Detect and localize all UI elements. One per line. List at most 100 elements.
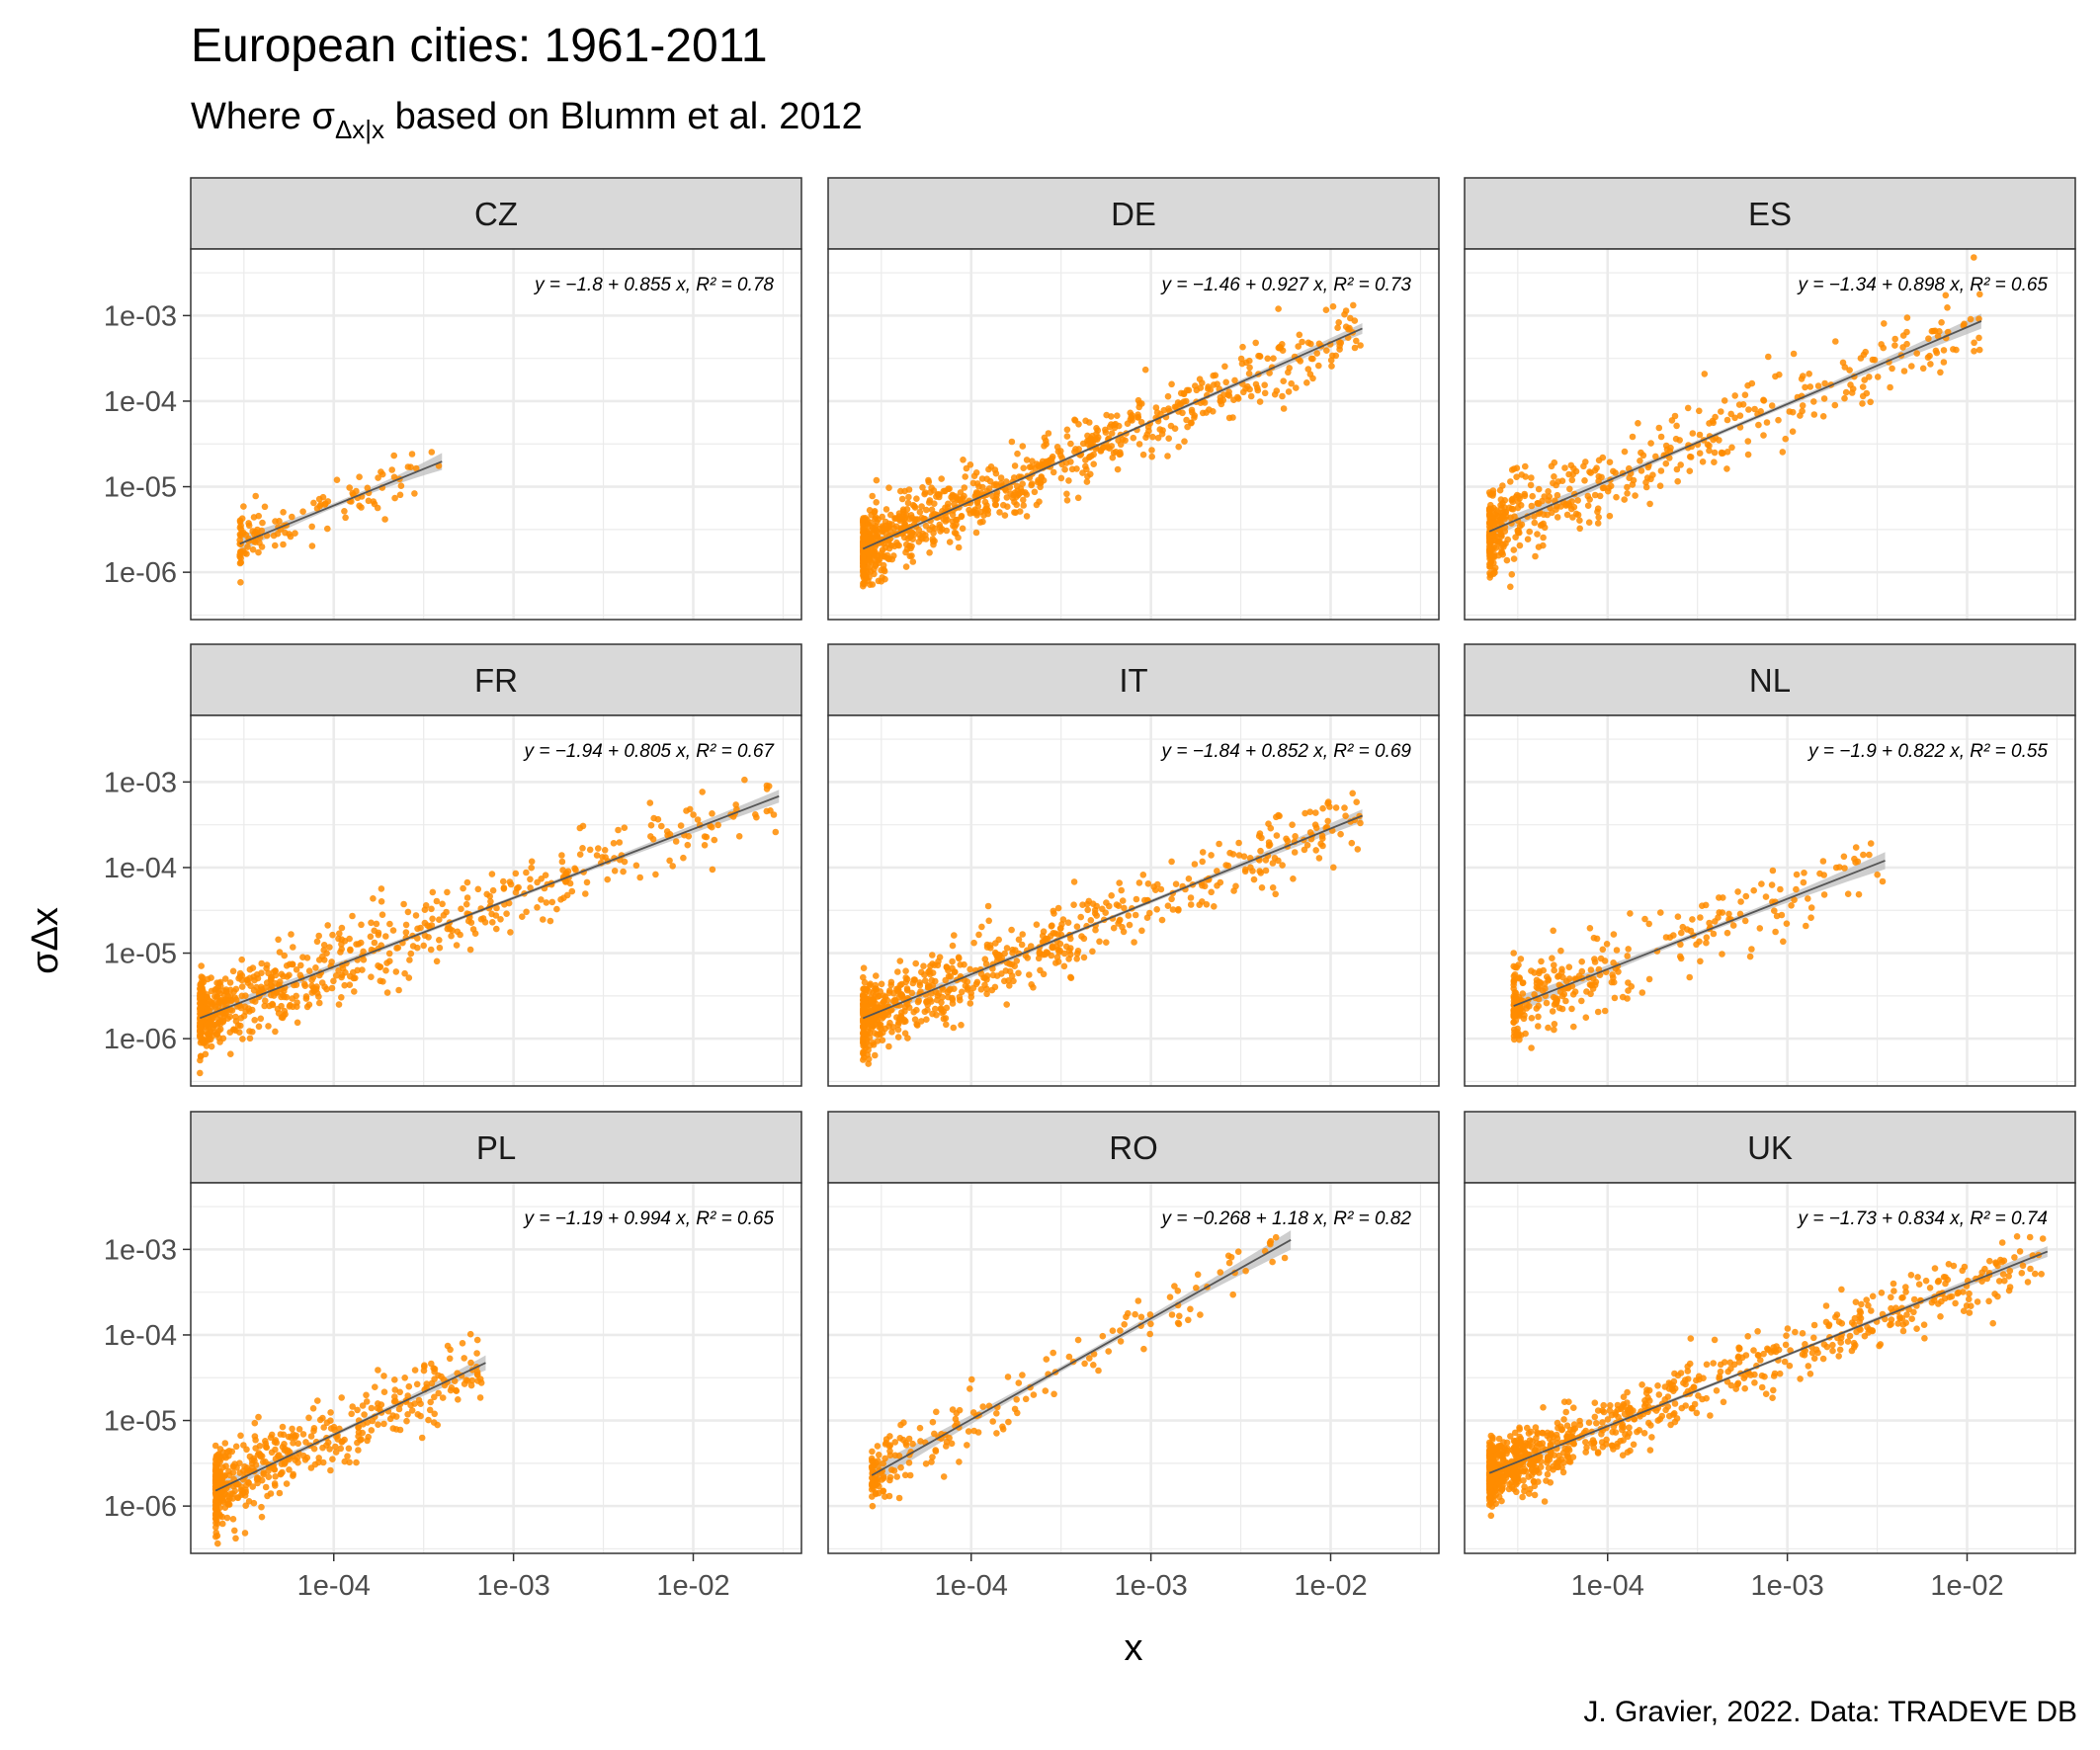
data-point (1711, 1336, 1719, 1344)
data-point (327, 1409, 334, 1416)
data-point (430, 1365, 438, 1372)
data-point (251, 976, 258, 984)
data-point (983, 985, 990, 993)
data-point (860, 973, 867, 981)
data-point (1237, 355, 1245, 363)
data-point (1020, 496, 1027, 504)
data-point (1185, 1316, 1192, 1324)
data-point (558, 852, 565, 859)
data-point (1307, 355, 1315, 363)
data-point (1716, 437, 1722, 444)
data-point (1284, 837, 1292, 845)
data-point (1521, 490, 1528, 498)
data-point (1020, 464, 1027, 472)
data-point (233, 1480, 240, 1488)
data-point (922, 1460, 930, 1467)
data-point (1661, 1383, 1669, 1390)
data-point (586, 846, 594, 854)
data-point (902, 974, 909, 981)
data-point (1669, 1411, 1677, 1418)
data-point (1191, 861, 1199, 868)
data-point (1258, 884, 1266, 891)
data-point (860, 522, 867, 529)
data-point (873, 972, 880, 979)
data-point (1035, 955, 1043, 962)
facet-panel-cz: CZy = −1.8 + 0.855 x, R² = 0.781e-061e-0… (104, 177, 802, 621)
facet-label: PL (476, 1129, 516, 1166)
data-point (1117, 916, 1124, 924)
data-point (466, 946, 474, 954)
data-point (735, 833, 743, 840)
data-point (1176, 400, 1184, 408)
data-point (1516, 542, 1524, 549)
data-point (224, 1015, 231, 1022)
data-point (1224, 1252, 1232, 1260)
data-point (947, 985, 954, 993)
data-point (1116, 879, 1123, 886)
data-point (1336, 338, 1343, 346)
data-point (929, 1454, 936, 1460)
data-point (956, 1406, 964, 1414)
data-point (421, 1363, 428, 1371)
data-point (305, 967, 313, 974)
data-point (1585, 1419, 1593, 1426)
data-point (1235, 852, 1243, 859)
data-point (341, 981, 349, 989)
data-point (358, 921, 365, 929)
data-point (403, 1417, 410, 1425)
data-point (237, 579, 244, 586)
data-point (361, 1411, 368, 1418)
data-point (915, 997, 922, 1004)
data-point (1802, 383, 1808, 391)
data-point (1165, 435, 1172, 443)
data-point (1570, 1440, 1577, 1448)
data-point (402, 921, 410, 929)
data-point (1835, 1353, 1842, 1360)
data-point (1095, 1367, 1102, 1375)
data-point (1960, 1307, 1968, 1314)
data-point (1836, 864, 1843, 871)
data-point (214, 1540, 221, 1547)
data-point (507, 929, 514, 936)
data-point (473, 1336, 481, 1344)
data-point (453, 1387, 461, 1394)
data-point (860, 542, 867, 548)
data-point (1706, 447, 1713, 455)
data-point (278, 1002, 285, 1010)
regression-equation: y = −1.19 + 0.994 x, R² = 0.65 (523, 1208, 775, 1229)
data-point (1193, 1285, 1200, 1292)
data-point (1091, 906, 1099, 914)
data-point (395, 986, 402, 994)
data-point (211, 1471, 219, 1478)
data-point (1989, 1319, 1996, 1327)
data-point (902, 967, 909, 974)
regression-equation: y = −1.34 + 0.898 x, R² = 0.65 (1797, 275, 2049, 295)
data-point (268, 975, 275, 983)
data-point (1903, 1311, 1910, 1318)
data-point (1780, 938, 1787, 946)
data-point (363, 1391, 370, 1399)
scatter-points (1485, 254, 1983, 591)
y-tick-label: 1e-06 (104, 1024, 177, 1055)
data-point (1139, 872, 1147, 878)
data-point (1535, 1013, 1542, 1021)
data-point (1135, 441, 1143, 448)
data-point (1492, 544, 1499, 551)
data-point (1619, 1452, 1627, 1458)
data-point (1535, 485, 1543, 493)
data-point (1806, 1371, 1814, 1377)
data-point (1707, 1412, 1714, 1419)
data-point (1517, 956, 1525, 962)
data-point (882, 1493, 888, 1500)
data-point (1532, 552, 1539, 560)
data-point (906, 552, 914, 560)
data-point (1022, 1395, 1030, 1403)
data-point (368, 973, 375, 980)
data-point (265, 969, 272, 977)
data-point (249, 1483, 256, 1490)
data-point (1632, 492, 1638, 499)
data-point (1760, 432, 1767, 439)
data-point (1600, 484, 1608, 491)
data-point (1508, 571, 1516, 578)
data-point (1188, 419, 1195, 427)
